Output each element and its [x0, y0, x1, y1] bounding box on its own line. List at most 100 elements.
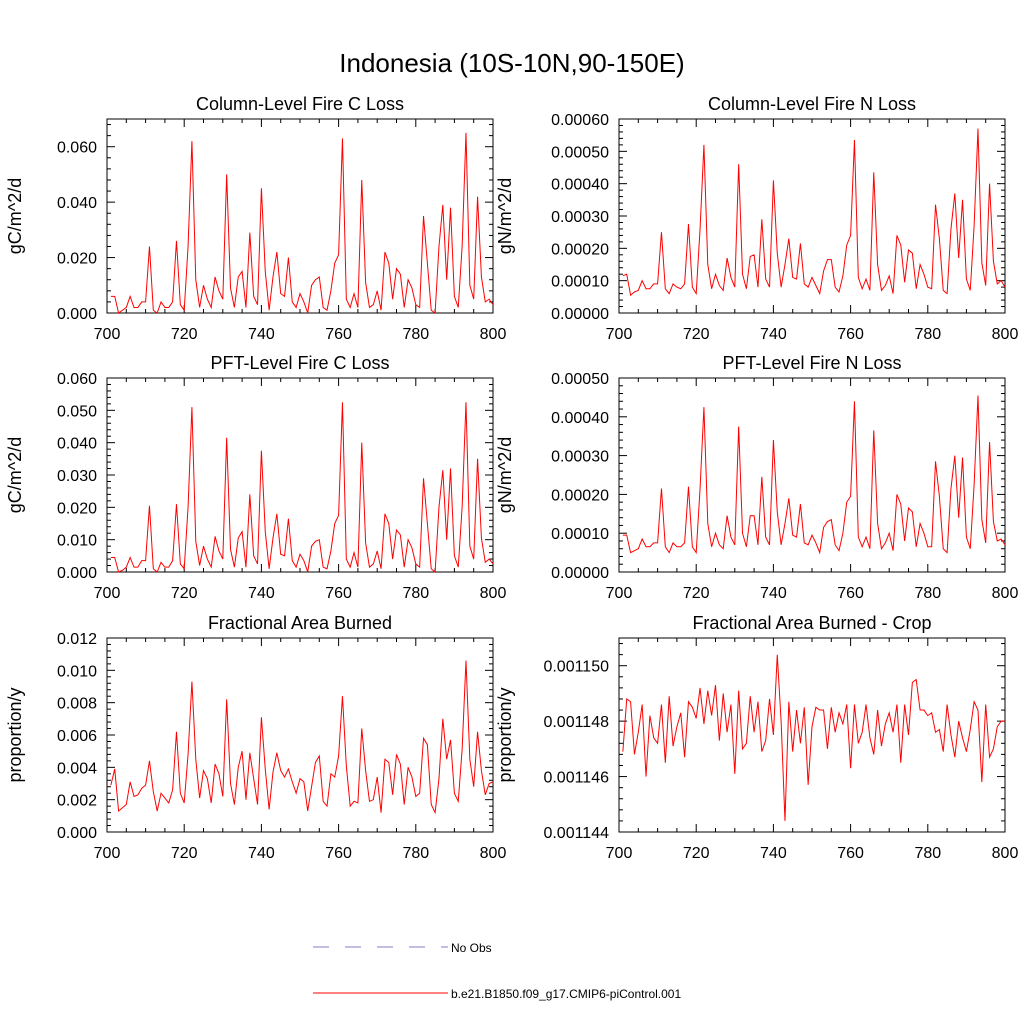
x-tick-label: 760 [837, 845, 864, 862]
series-line-b-e21-b1850-f09-g17-cmip6-picontrol-001 [622, 395, 1006, 555]
panel-fractional-area-burned-crop: 700 720 740 760 780 800 0.001144 0.001146 0.0011… [495, 613, 1018, 862]
y-tick-label: 0.060 [57, 371, 97, 388]
y-tick-label: 0.00050 [551, 371, 609, 388]
panel-title: Fractional Area Burned [208, 613, 392, 633]
y-tick-label: 0.00040 [551, 410, 609, 427]
panel-column-level-fire-c-loss: 700 720 740 760 780 800 0.000 0.020 0.040 0.060 Co… [5, 94, 506, 343]
y-tick-label: 0.000 [57, 565, 97, 582]
x-tick-label: 700 [94, 585, 121, 602]
x-tick-label: 700 [94, 326, 121, 343]
y-axis-label: proportion/y [5, 687, 25, 782]
y-tick-label: 0.00000 [551, 306, 609, 323]
x-tick-label: 800 [480, 845, 507, 862]
panel-column-level-fire-n-loss: 700 720 740 760 780 800 0.00000 0.00010 0.00020 0… [495, 94, 1018, 343]
x-tick-label: 720 [171, 326, 198, 343]
y-tick-label: 0.00030 [551, 449, 609, 466]
x-tick-label: 800 [480, 326, 507, 343]
x-tick-label: 700 [606, 326, 633, 343]
y-tick-label: 0.010 [57, 533, 97, 550]
x-tick-label: 780 [402, 326, 429, 343]
y-axis-label: proportion/y [495, 687, 515, 782]
y-tick-label: 0.00010 [551, 274, 609, 291]
x-tick-label: 740 [760, 585, 787, 602]
x-tick-label: 720 [171, 585, 198, 602]
y-tick-label: 0.00050 [551, 144, 609, 161]
x-tick-label: 800 [992, 845, 1019, 862]
panel-title: PFT-Level Fire C Loss [210, 353, 389, 373]
series-line-b-e21-b1850-f09-g17-cmip6-picontrol-001 [622, 654, 1005, 821]
y-tick-label: 0.001144 [543, 825, 609, 842]
y-tick-label: 0.000 [57, 825, 97, 842]
x-tick-label: 740 [248, 326, 275, 343]
y-tick-label: 0.010 [57, 663, 97, 680]
y-tick-label: 0.00020 [551, 487, 609, 504]
y-tick-label: 0.060 [57, 140, 97, 157]
panel-pft-level-fire-n-loss: 700 720 740 760 780 800 0.00000 0.00010 0.00020 0… [495, 353, 1018, 602]
x-tick-label: 760 [325, 845, 352, 862]
panel-title: Column-Level Fire C Loss [196, 94, 404, 114]
x-tick-label: 780 [402, 585, 429, 602]
x-tick-label: 780 [914, 585, 941, 602]
y-axis-label: gC/m^2/d [5, 178, 25, 254]
y-tick-label: 0.040 [57, 195, 97, 212]
panel-title: PFT-Level Fire N Loss [722, 353, 901, 373]
x-tick-label: 800 [992, 585, 1019, 602]
x-tick-label: 780 [914, 845, 941, 862]
x-tick-label: 720 [171, 845, 198, 862]
y-tick-label: 0.000 [57, 306, 97, 323]
y-tick-label: 0.020 [57, 500, 97, 517]
y-tick-label: 0.001146 [543, 770, 609, 787]
x-tick-label: 800 [480, 585, 507, 602]
y-axis-label: gN/m^2/d [495, 437, 515, 513]
y-tick-label: 0.00010 [551, 526, 609, 543]
x-tick-label: 760 [837, 585, 864, 602]
x-tick-label: 700 [94, 845, 121, 862]
figure-title: Indonesia (10S-10N,90-150E) [339, 48, 684, 78]
y-tick-label: 0.020 [57, 251, 97, 268]
x-tick-label: 800 [992, 326, 1019, 343]
y-tick-label: 0.00040 [551, 177, 609, 194]
x-tick-label: 720 [683, 585, 710, 602]
x-tick-label: 700 [606, 585, 633, 602]
y-axis-label: gC/m^2/d [5, 437, 25, 513]
x-tick-label: 720 [683, 326, 710, 343]
y-tick-label: 0.040 [57, 436, 97, 453]
y-tick-label: 0.030 [57, 468, 97, 485]
y-tick-label: 0.00020 [551, 241, 609, 258]
x-tick-label: 740 [248, 845, 275, 862]
x-tick-label: 760 [325, 326, 352, 343]
series-line-b-e21-b1850-f09-g17-cmip6-picontrol-001 [110, 402, 494, 574]
y-axis-label: gN/m^2/d [495, 178, 515, 254]
y-tick-label: 0.001148 [543, 714, 609, 731]
series-line-b-e21-b1850-f09-g17-cmip6-picontrol-001 [622, 128, 1006, 297]
x-tick-label: 740 [760, 845, 787, 862]
x-tick-label: 740 [248, 585, 275, 602]
series-line-b-e21-b1850-f09-g17-cmip6-picontrol-001 [110, 132, 494, 314]
y-tick-label: 0.002 [57, 793, 97, 810]
x-tick-label: 720 [683, 845, 710, 862]
legend-label: b.e21.B1850.f09_g17.CMIP6-piControl.001 [451, 987, 681, 1001]
y-tick-label: 0.004 [57, 760, 97, 777]
panel-title: Fractional Area Burned - Crop [692, 613, 931, 633]
y-tick-label: 0.00030 [551, 209, 609, 226]
panel-fractional-area-burned: 700 720 740 760 780 800 0.000 0.002 0.004 0.006 0.… [5, 613, 506, 862]
x-tick-label: 700 [606, 845, 633, 862]
legend: No Obs b.e21.B1850.f09_g17.CMIP6-piContro… [313, 941, 681, 1001]
panel-title: Column-Level Fire N Loss [708, 94, 916, 114]
y-tick-label: 0.012 [57, 631, 97, 648]
y-tick-label: 0.008 [57, 696, 97, 713]
series-line-b-e21-b1850-f09-g17-cmip6-picontrol-001 [110, 660, 494, 815]
y-tick-label: 0.00000 [551, 565, 609, 582]
x-tick-label: 780 [402, 845, 429, 862]
x-tick-label: 760 [837, 326, 864, 343]
x-tick-label: 740 [760, 326, 787, 343]
y-tick-label: 0.001150 [543, 659, 609, 676]
y-tick-label: 0.00060 [551, 112, 609, 129]
y-tick-label: 0.006 [57, 728, 97, 745]
panel-pft-level-fire-c-loss: 700 720 740 760 780 800 0.000 0.010 0.020 0.030 0.… [5, 353, 506, 602]
x-tick-label: 760 [325, 585, 352, 602]
x-tick-label: 780 [914, 326, 941, 343]
y-tick-label: 0.050 [57, 403, 97, 420]
legend-label: No Obs [451, 941, 492, 955]
